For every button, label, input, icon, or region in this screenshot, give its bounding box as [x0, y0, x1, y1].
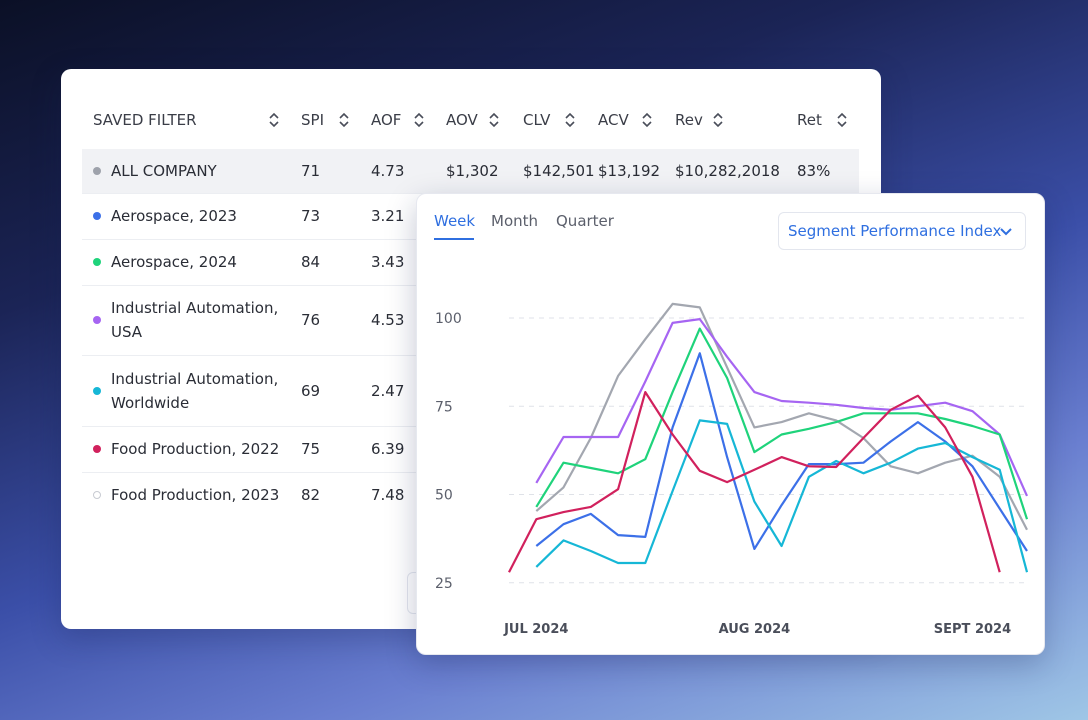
cell-value: 76 [301, 311, 321, 329]
sort-icon [414, 112, 424, 128]
chart: 25 50 75 100 JUL 2024 AUG 2024 SEPT 2024 [435, 302, 1029, 637]
sort-icon [642, 112, 652, 128]
series-line [535, 352, 1028, 552]
sort-chevrons [642, 112, 652, 128]
filter-name: Aerospace, 2024 [111, 253, 237, 271]
filter-name: Industrial Automation, Worldwide [111, 369, 279, 412]
series-line [535, 419, 1029, 573]
filter-name: Food Production, 2023 [111, 486, 280, 504]
y-tick-label: 25 [435, 576, 453, 592]
column-header[interactable]: AOF [371, 111, 402, 129]
y-tick-label: 100 [435, 311, 462, 327]
cell-value: 84 [301, 253, 321, 271]
y-tick-label: 75 [435, 399, 453, 415]
sort-icon [713, 112, 723, 128]
column-header[interactable]: SAVED FILTER [93, 111, 197, 129]
sort-icon [489, 112, 499, 128]
cell-value: 6.39 [371, 440, 405, 458]
chart-card: Segment Performance Index 25 50 75 100 JUL 2… [416, 193, 1045, 655]
filter-name: Aerospace, 2023 [111, 207, 237, 225]
cell-value: $10,282,2018 [675, 162, 780, 180]
row-dot [93, 167, 101, 175]
cell-value: 7.48 [371, 486, 405, 504]
sort-chevrons [269, 112, 279, 128]
cell-value: 3.21 [371, 207, 405, 225]
sort-icon [565, 112, 575, 128]
sort-chevrons [489, 112, 499, 128]
y-tick-label: 50 [435, 488, 453, 504]
x-tick-label: AUG 2024 [719, 622, 791, 637]
column-header[interactable]: Rev [675, 111, 703, 129]
series-line [508, 391, 1001, 573]
sort-chevrons [414, 112, 424, 128]
x-tick-label: JUL 2024 [503, 622, 568, 637]
chevron [1000, 228, 1012, 236]
series-line [535, 327, 1029, 520]
cell-value: 4.73 [371, 162, 405, 180]
cell-value: $1,302 [446, 162, 499, 180]
row-dot [93, 386, 101, 395]
cell-value: 75 [301, 440, 321, 458]
cell-value: 3.43 [371, 253, 405, 271]
row-dot [93, 445, 101, 453]
sort-chevrons [713, 112, 723, 128]
series-line [535, 302, 1028, 531]
sort-chevrons [565, 112, 575, 128]
tab[interactable]: Month [491, 212, 539, 230]
sort-icon [269, 112, 279, 128]
cell-value: $13,192 [598, 162, 661, 180]
sort-icon [837, 112, 847, 128]
row-dot [93, 316, 101, 324]
cell-value: 2.47 [371, 381, 405, 400]
sort-chevrons [339, 112, 349, 128]
cell-value: 82 [301, 486, 321, 504]
cell-value: 83% [797, 162, 831, 180]
row-dot [93, 212, 101, 220]
sort-chevrons [837, 112, 847, 128]
dropdown-label: Segment Performance Index [788, 222, 1002, 240]
row-dot [93, 258, 101, 266]
filter-name: ALL COMPANY [111, 162, 217, 180]
cell-value: 69 [301, 381, 321, 400]
column-header[interactable]: AOV [446, 111, 478, 129]
series-line [535, 318, 1029, 497]
cell-value: $142,501 [523, 162, 595, 180]
tab-underline [434, 238, 474, 240]
filter-name: Industrial Automation, USA [111, 299, 279, 341]
x-tick-label: SEPT 2024 [934, 622, 1011, 637]
sort-icon [339, 112, 349, 128]
filter-name: Food Production, 2022 [111, 440, 280, 458]
cell-value: 73 [301, 207, 321, 225]
column-header[interactable]: Ret [797, 111, 822, 129]
row-highlight [82, 149, 859, 193]
cell-value: 4.53 [371, 311, 405, 329]
tab[interactable]: Quarter [556, 212, 614, 230]
tab[interactable]: Week [434, 212, 476, 230]
column-header[interactable]: CLV [523, 111, 551, 129]
column-header[interactable]: SPI [301, 111, 324, 129]
column-header[interactable]: ACV [598, 111, 629, 129]
dropdown[interactable]: Segment Performance Index [778, 212, 1026, 250]
row-dot [93, 491, 101, 499]
cell-value: 71 [301, 162, 321, 180]
